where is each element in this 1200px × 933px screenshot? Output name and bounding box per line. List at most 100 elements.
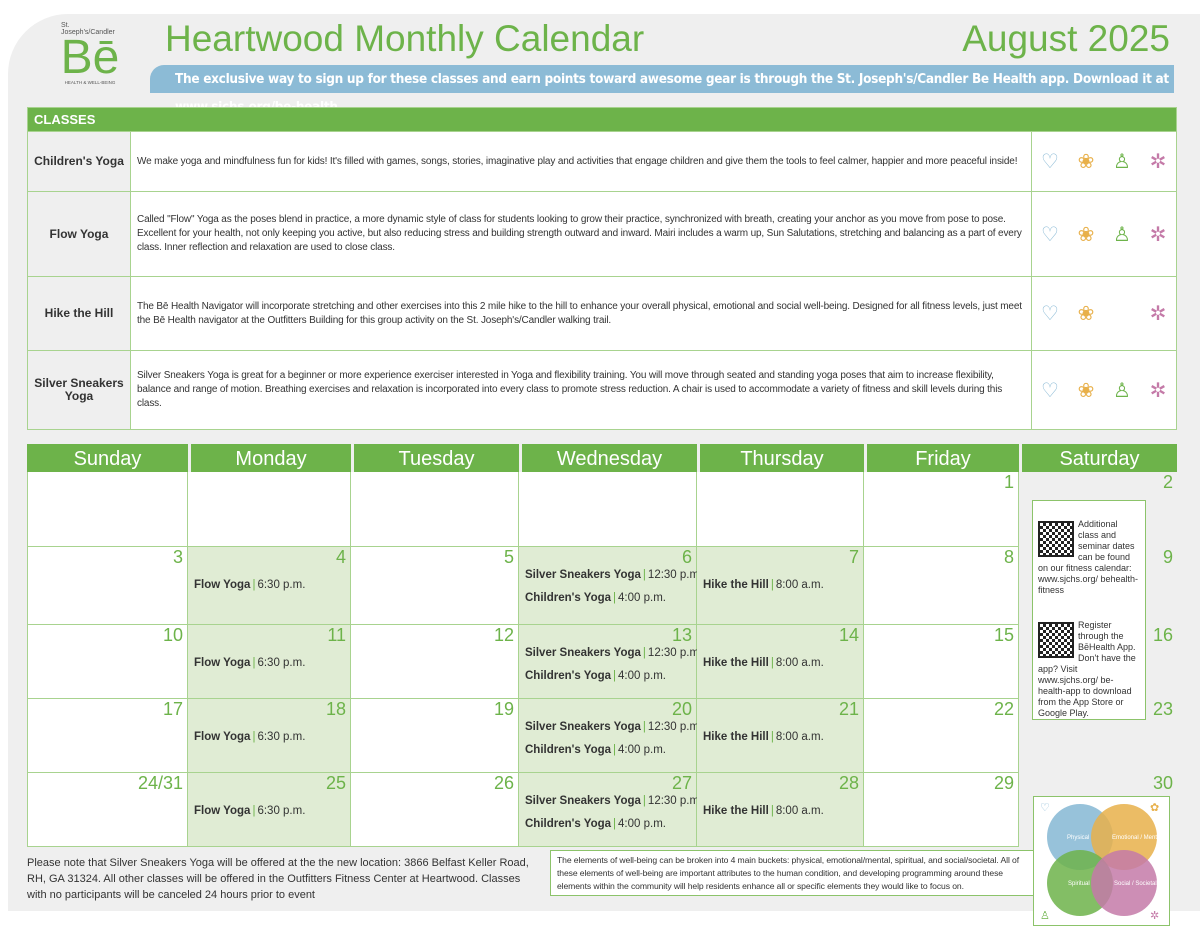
calendar-day-cell[interactable]: 1 [864,472,1019,547]
brain-icon: ❀ [1077,303,1095,325]
calendar-event[interactable]: Flow Yoga | 6:30 p.m. [194,731,305,743]
calendar-day-cell[interactable]: 29 [864,773,1019,847]
separator: | [252,657,256,669]
event-name: Silver Sneakers Yoga [525,569,641,581]
calendar-day-cell[interactable]: 5 [351,547,519,625]
class-row: Silver Sneakers Yoga Silver Sneakers Yog… [28,350,1176,429]
calendar-event[interactable]: Silver Sneakers Yoga | 12:30 p.m. [525,795,702,807]
label-spiritual: Spiritual [1068,881,1090,887]
calendar-event[interactable]: Hike the Hill | 8:00 a.m. [703,579,824,591]
event-name: Children's Yoga [525,744,612,756]
calendar-day-cell[interactable]: 12 [351,625,519,699]
register-app-text: Register through the BēHealth App. Don't… [1038,620,1136,718]
event-name: Hike the Hill [703,657,769,669]
qr-code-fitness[interactable] [1038,521,1074,557]
calendar-event[interactable]: Flow Yoga | 6:30 p.m. [194,657,305,669]
day-header-sunday: Sunday [27,444,188,472]
calendar-day-cell[interactable]: 21 Hike the Hill | 8:00 a.m. [697,699,864,773]
event-time: 4:00 p.m. [618,744,666,756]
date-number: 5 [503,547,514,567]
calendar-day-cell[interactable] [697,472,864,547]
be-health-logo: St. Joseph's/Candler Bē HEALTH & WELL-BE… [55,22,125,92]
heart-icon: ♡ [1040,802,1050,814]
class-icons: ♡ ❀ ♙ ✲ [1032,192,1176,276]
calendar-event[interactable]: Flow Yoga | 6:30 p.m. [194,805,305,817]
event-name: Silver Sneakers Yoga [525,647,641,659]
calendar-day-cell[interactable]: 30 [1019,773,1177,847]
calendar-day-cell[interactable]: 27 Silver Sneakers Yoga | 12:30 p.m. Childre… [519,773,702,847]
calendar-day-cell[interactable]: 13 Silver Sneakers Yoga | 12:30 p.m. Childre… [519,625,702,699]
calendar-day-cell[interactable]: 9 [1019,547,1177,625]
calendar-day-cell[interactable]: 24/31 [27,773,188,847]
class-name: Flow Yoga [28,192,131,276]
calendar-day-cell[interactable]: 14 Hike the Hill | 8:00 a.m. [697,625,864,699]
calendar-event[interactable]: Hike the Hill | 8:00 a.m. [703,805,824,817]
calendar-day-cell[interactable]: 20 Silver Sneakers Yoga | 12:30 p.m. Childre… [519,699,702,773]
calendar-day-cell[interactable]: 25 Flow Yoga | 6:30 p.m. [188,773,351,847]
calendar-event[interactable]: Children's Yoga | 4:00 p.m. [525,670,666,682]
day-header-monday: Monday [191,444,351,472]
class-description: The Bē Health Navigator will incorporate… [131,277,1032,350]
calendar-event[interactable]: Silver Sneakers Yoga | 12:30 p.m. [525,647,702,659]
date-number: 16 [1152,625,1173,645]
fitness-calendar-text: Additional class and seminar dates can b… [1038,519,1139,595]
calendar-day-cell[interactable] [519,472,697,547]
event-time: 4:00 p.m. [618,670,666,682]
calendar-day-cell[interactable]: 3 [27,547,188,625]
class-icons: ♡ ❀ ♙ ✲ [1032,132,1176,191]
logo-brand: Bē [60,31,120,84]
calendar-day-cell[interactable]: 22 [864,699,1019,773]
calendar-day-cell[interactable]: 8 [864,547,1019,625]
date-number: 23 [1152,699,1173,719]
calendar-day-cell[interactable]: 7 Hike the Hill | 8:00 a.m. [697,547,864,625]
heart-icon: ♡ [1041,151,1059,173]
brain-icon: ❀ [1077,151,1095,173]
calendar-day-cell[interactable]: 4 Flow Yoga | 6:30 p.m. [188,547,351,625]
event-name: Children's Yoga [525,592,612,604]
calendar-day-cell[interactable]: 10 [27,625,188,699]
date-number: 9 [1162,547,1173,567]
calendar-day-cell[interactable] [351,472,519,547]
date-number: 6 [681,547,692,567]
calendar-day-cell[interactable]: 17 [27,699,188,773]
calendar-day-cell[interactable]: 19 [351,699,519,773]
event-name: Silver Sneakers Yoga [525,795,641,807]
calendar-day-cell[interactable]: 28 Hike the Hill | 8:00 a.m. [697,773,864,847]
signup-banner: The exclusive way to sign up for these c… [150,65,1174,115]
label-emotional: Emotional / Mental [1112,835,1162,841]
label-social: Social / Societal [1114,881,1157,887]
wellbeing-description: The elements of well-being can be broken… [550,850,1040,896]
calendar-day-cell[interactable] [188,472,351,547]
calendar-day-cell[interactable]: 23 [1019,699,1177,773]
calendar-event[interactable]: Children's Yoga | 4:00 p.m. [525,744,666,756]
calendar-event[interactable]: Hike the Hill | 8:00 a.m. [703,731,824,743]
day-header-tuesday: Tuesday [354,444,519,472]
calendar-day-cell[interactable] [27,472,188,547]
event-name: Children's Yoga [525,818,612,830]
calendar-day-cell[interactable]: 16 [1019,625,1177,699]
date-number: 10 [162,625,183,645]
calendar-day-cell[interactable]: 2 [1019,472,1177,547]
calendar-event[interactable]: Silver Sneakers Yoga | 12:30 p.m. [525,721,702,733]
event-time: 12:30 p.m. [647,647,703,659]
separator: | [252,731,256,743]
qr-code-app[interactable] [1038,622,1074,658]
calendar-event[interactable]: Children's Yoga | 4:00 p.m. [525,818,666,830]
event-time: 4:00 p.m. [618,592,666,604]
calendar-day-cell[interactable]: 18 Flow Yoga | 6:30 p.m. [188,699,351,773]
separator: | [642,721,646,733]
separator: | [252,805,256,817]
calendar-event[interactable]: Children's Yoga | 4:00 p.m. [525,592,666,604]
date-number: 1 [1003,472,1014,492]
calendar-day-cell[interactable]: 11 Flow Yoga | 6:30 p.m. [188,625,351,699]
calendar-event[interactable]: Silver Sneakers Yoga | 12:30 p.m. [525,569,702,581]
calendar-day-cell[interactable]: 6 Silver Sneakers Yoga | 12:30 p.m. Children… [519,547,702,625]
classes-heading: CLASSES [28,108,1176,131]
calendar-day-cell[interactable]: 15 [864,625,1019,699]
calendar-event[interactable]: Hike the Hill | 8:00 a.m. [703,657,824,669]
calendar-day-cell[interactable]: 26 [351,773,519,847]
event-time: 6:30 p.m. [257,731,306,743]
social-icon: ✲ [1149,379,1167,402]
separator: | [642,647,646,659]
calendar-event[interactable]: Flow Yoga | 6:30 p.m. [194,579,305,591]
